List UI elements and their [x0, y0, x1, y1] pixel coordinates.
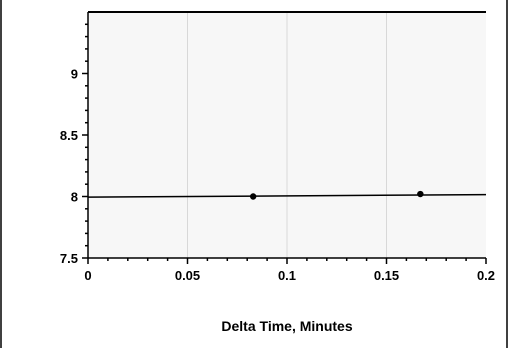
- y-tick-label: 7.5: [60, 251, 78, 266]
- data-point: [417, 190, 424, 198]
- y-tick-label: 8: [71, 190, 78, 205]
- x-tick-label: 0.15: [374, 268, 399, 283]
- x-tick-label: 0.05: [175, 268, 200, 283]
- x-tick-label: 0: [84, 268, 91, 283]
- x-tick-label: 0.2: [477, 268, 495, 283]
- data-point: [249, 193, 257, 200]
- x-axis-title: Delta Time, Minutes: [221, 318, 353, 334]
- ticks: [82, 23, 487, 264]
- tick-labels: 0 0.05 0.1 0.15 0.2 7.5 8 8.5 9: [60, 67, 495, 284]
- data-marks: [87, 190, 487, 200]
- y-tick-label: 8.5: [60, 128, 78, 143]
- x-tick-label: 0.1: [278, 268, 296, 283]
- y-tick-label: 9: [71, 67, 78, 82]
- grid-lines: [187, 12, 387, 258]
